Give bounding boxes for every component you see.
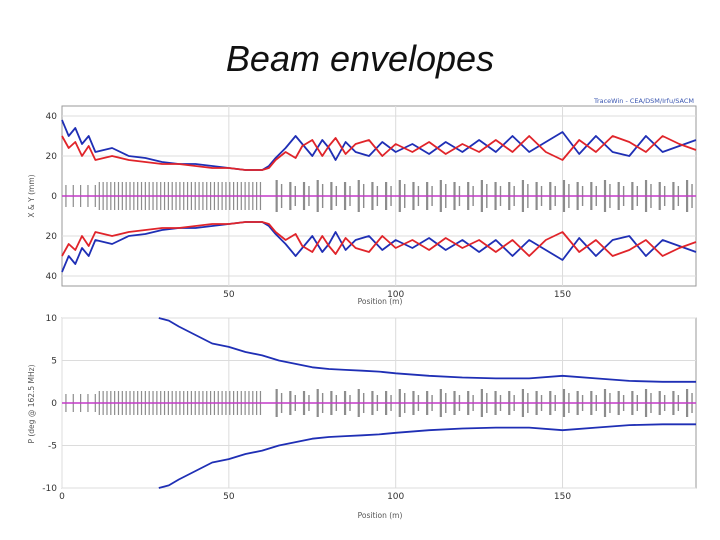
series-line-y: [61, 135, 697, 171]
x-tick-label: 100: [387, 290, 404, 300]
y-axis-label: P (deg @ 162.5 MHz): [27, 364, 36, 443]
x-axis-label: Position (m): [358, 511, 403, 520]
y-tick-label: 20: [46, 152, 58, 162]
y-tick-labels: 10 5 0 -5 -10: [42, 314, 57, 494]
x-tick-label: 50: [223, 492, 235, 502]
series-line-phase: [158, 317, 696, 383]
y-tick-label: 0: [51, 192, 57, 202]
series-lines: [62, 317, 696, 489]
series-line-x: [61, 119, 697, 171]
x-tick-label: 150: [554, 492, 571, 502]
y-tick-labels: 40 20 0 20 40: [46, 112, 58, 282]
series-line-y-lower: [61, 221, 697, 257]
x-tick-label: 0: [59, 492, 65, 502]
y-tick-label: 10: [46, 314, 58, 324]
software-credit: TraceWin - CEA/DSM/Irfu/SACM: [593, 97, 694, 105]
series-line-x-lower: [61, 221, 697, 273]
x-tick-label: 150: [554, 290, 571, 300]
y-tick-label: 5: [51, 357, 57, 367]
series-lines: [61, 119, 697, 273]
x-tick-label: 50: [223, 290, 235, 300]
x-tick-labels: 50 100 150: [223, 290, 571, 300]
y-tick-label: 40: [46, 272, 58, 282]
y-tick-label: 0: [51, 399, 57, 409]
y-axis-label: X & Y (mm): [27, 174, 36, 217]
y-tick-label: 40: [46, 112, 58, 122]
x-tick-labels: 0 50 100 150: [59, 492, 571, 502]
envelope-panel: 40 20 0 20 40 50 100 150 Position (m) X & Y (m…: [27, 97, 697, 306]
series-line-phase-lower: [158, 423, 696, 489]
y-tick-label: 20: [46, 232, 58, 242]
x-tick-label: 100: [387, 492, 404, 502]
slide-title: Beam envelopes: [225, 38, 495, 79]
y-tick-label: -5: [48, 442, 57, 452]
x-axis-label: Position (m): [358, 297, 403, 306]
y-tick-label: -10: [42, 484, 57, 494]
